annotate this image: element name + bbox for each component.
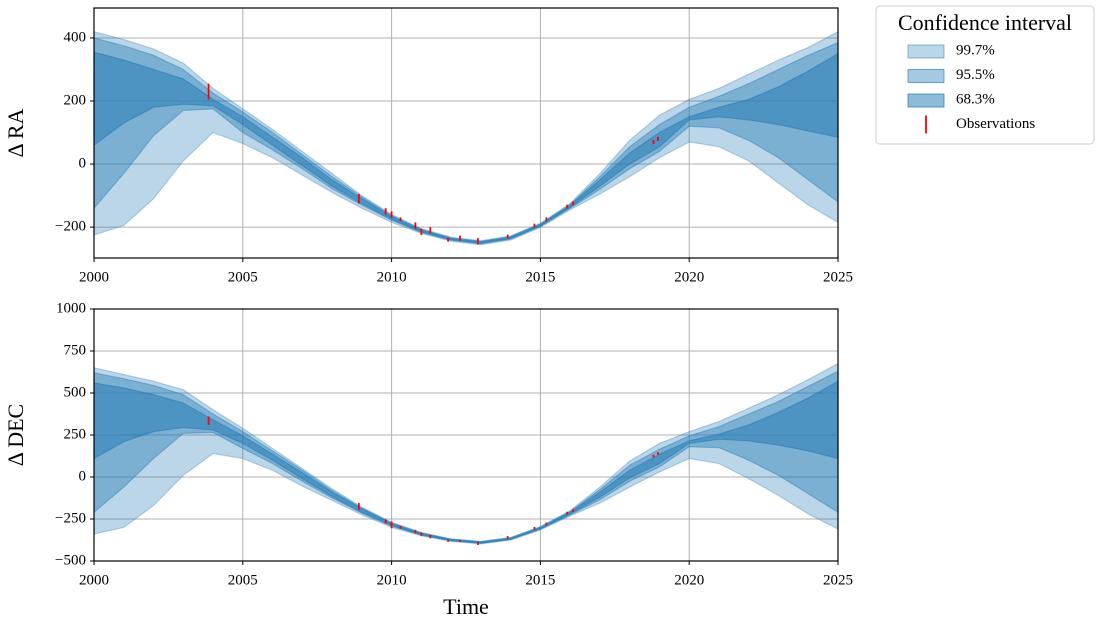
plot-area	[94, 309, 838, 561]
confidence-band	[94, 380, 838, 544]
y-tick-label: −500	[55, 552, 86, 568]
x-tick-label: 2025	[823, 572, 853, 588]
x-tick-label: 2015	[525, 572, 555, 588]
plot-area	[94, 8, 838, 258]
x-tick-label: 2005	[228, 572, 258, 588]
confidence-band	[94, 370, 838, 544]
y-tick-label: 1000	[56, 300, 86, 316]
legend-label: 68.3%	[956, 91, 995, 107]
y-tick-label: 250	[64, 426, 87, 442]
x-tick-label: 2000	[79, 269, 109, 285]
y-tick-label: 0	[79, 155, 87, 171]
confidence-band	[94, 362, 838, 545]
y-tick-label: 750	[64, 342, 87, 358]
legend: Confidence interval 99.7% 95.5% 68.3% Observ…	[875, 5, 1095, 145]
y-tick-label: −200	[55, 219, 86, 235]
legend-swatch	[907, 93, 945, 108]
x-tick-label: 2020	[674, 572, 704, 588]
axes-frame	[93, 7, 839, 259]
x-tick-label: 2020	[674, 269, 704, 285]
y-axis-label: Δ DEC	[3, 404, 28, 466]
legend-title: Confidence interval	[898, 10, 1072, 35]
legend-swatch	[907, 69, 945, 83]
legend-label: Observations	[956, 116, 1035, 132]
legend-swatch	[907, 44, 945, 59]
x-tick-label: 2005	[228, 269, 258, 285]
y-tick-label: 200	[64, 92, 87, 108]
y-tick-label: 0	[79, 468, 87, 484]
y-tick-label: 400	[64, 29, 87, 45]
legend-label: 95.5%	[956, 67, 995, 83]
x-tick-label: 2025	[823, 269, 853, 285]
x-tick-label: 2015	[525, 269, 555, 285]
confidence-band	[94, 30, 838, 246]
legend-box	[875, 5, 1095, 145]
confidence-band	[94, 51, 838, 244]
y-tick-label: 500	[64, 384, 87, 400]
x-tick-label: 2000	[79, 572, 109, 588]
x-tick-label: 2010	[377, 572, 407, 588]
y-tick-label: −250	[55, 510, 86, 526]
y-axis-label: Δ RA	[3, 108, 28, 157]
x-axis-label: Time	[443, 594, 489, 619]
x-tick-label: 2010	[377, 269, 407, 285]
legend-label: 99.7%	[956, 42, 995, 58]
confidence-band	[94, 37, 838, 245]
